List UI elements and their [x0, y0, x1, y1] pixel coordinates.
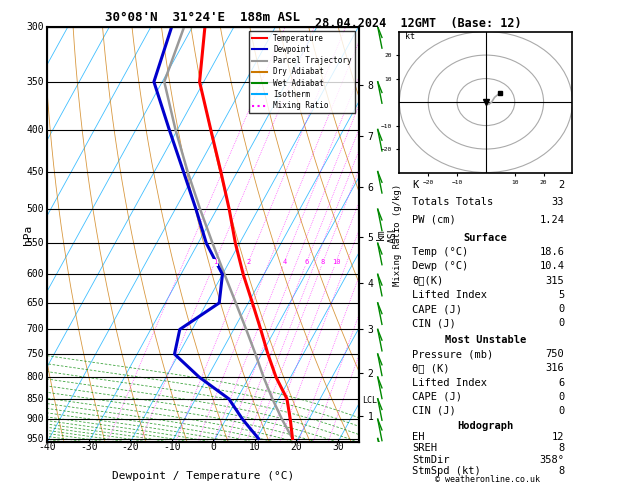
- Text: 0: 0: [210, 442, 216, 452]
- Text: -20: -20: [121, 442, 139, 452]
- Text: CAPE (J): CAPE (J): [412, 304, 462, 314]
- Text: CIN (J): CIN (J): [412, 318, 456, 329]
- Text: 6: 6: [558, 378, 564, 387]
- Text: StmDir: StmDir: [412, 454, 450, 465]
- Text: 315: 315: [545, 276, 564, 286]
- Text: 950: 950: [26, 434, 44, 444]
- Text: © weatheronline.co.uk: © weatheronline.co.uk: [435, 474, 540, 484]
- Text: 300: 300: [26, 22, 44, 32]
- Legend: Temperature, Dewpoint, Parcel Trajectory, Dry Adiabat, Wet Adiabat, Isotherm, Mi: Temperature, Dewpoint, Parcel Trajectory…: [248, 31, 355, 113]
- Text: EH: EH: [412, 432, 425, 442]
- Text: Totals Totals: Totals Totals: [412, 197, 493, 207]
- Text: -40: -40: [38, 442, 56, 452]
- Text: Surface: Surface: [464, 233, 508, 243]
- Text: 500: 500: [26, 204, 44, 214]
- Text: 0: 0: [558, 392, 564, 402]
- Text: -10: -10: [163, 442, 181, 452]
- Text: 8: 8: [558, 466, 564, 476]
- Text: SREH: SREH: [412, 443, 437, 453]
- Text: 10: 10: [249, 442, 260, 452]
- Text: 2: 2: [246, 259, 250, 265]
- Text: 10: 10: [331, 259, 340, 265]
- Text: 900: 900: [26, 414, 44, 424]
- Text: 1: 1: [213, 259, 217, 265]
- Text: 316: 316: [545, 364, 564, 373]
- Text: θᴄ(K): θᴄ(K): [412, 276, 443, 286]
- Text: 10.4: 10.4: [539, 261, 564, 272]
- Text: Hodograph: Hodograph: [457, 421, 514, 431]
- Text: hPa: hPa: [23, 225, 33, 244]
- Text: K: K: [412, 180, 418, 190]
- Text: Dewpoint / Temperature (°C): Dewpoint / Temperature (°C): [112, 471, 294, 481]
- Text: 0: 0: [558, 318, 564, 329]
- Text: CAPE (J): CAPE (J): [412, 392, 462, 402]
- Title: 30°08'N  31°24'E  188m ASL: 30°08'N 31°24'E 188m ASL: [105, 11, 301, 24]
- Text: θᴄ (K): θᴄ (K): [412, 364, 450, 373]
- Text: 8: 8: [321, 259, 325, 265]
- Text: 18.6: 18.6: [539, 247, 564, 257]
- Text: 20: 20: [291, 442, 302, 452]
- Text: kt: kt: [405, 32, 415, 41]
- Text: 8: 8: [558, 443, 564, 453]
- Text: 700: 700: [26, 325, 44, 334]
- Text: Most Unstable: Most Unstable: [445, 335, 526, 345]
- Text: 600: 600: [26, 269, 44, 279]
- Text: 550: 550: [26, 238, 44, 248]
- Text: Lifted Index: Lifted Index: [412, 290, 487, 300]
- Text: 1.24: 1.24: [539, 215, 564, 225]
- Y-axis label: km
ASL: km ASL: [376, 226, 398, 243]
- Text: 750: 750: [545, 349, 564, 359]
- Text: 12: 12: [552, 432, 564, 442]
- Text: 450: 450: [26, 167, 44, 176]
- Text: LCL: LCL: [362, 397, 377, 405]
- Text: 4: 4: [282, 259, 286, 265]
- Text: CIN (J): CIN (J): [412, 406, 456, 416]
- Text: PW (cm): PW (cm): [412, 215, 456, 225]
- Text: 400: 400: [26, 124, 44, 135]
- Text: StmSpd (kt): StmSpd (kt): [412, 466, 481, 476]
- Text: 800: 800: [26, 372, 44, 382]
- Text: Lifted Index: Lifted Index: [412, 378, 487, 387]
- Text: 0: 0: [558, 304, 564, 314]
- Text: 650: 650: [26, 298, 44, 308]
- Text: -30: -30: [80, 442, 97, 452]
- Text: 850: 850: [26, 394, 44, 404]
- Text: 750: 750: [26, 349, 44, 359]
- Text: 2: 2: [558, 180, 564, 190]
- Text: 6: 6: [304, 259, 309, 265]
- Text: 358°: 358°: [539, 454, 564, 465]
- Text: Pressure (mb): Pressure (mb): [412, 349, 493, 359]
- Text: Temp (°C): Temp (°C): [412, 247, 469, 257]
- Text: 33: 33: [552, 197, 564, 207]
- Text: 30: 30: [332, 442, 343, 452]
- Text: 5: 5: [558, 290, 564, 300]
- Text: 28.04.2024  12GMT  (Base: 12): 28.04.2024 12GMT (Base: 12): [315, 17, 521, 30]
- Text: Dewp (°C): Dewp (°C): [412, 261, 469, 272]
- Text: 350: 350: [26, 77, 44, 87]
- Text: Mixing Ratio (g/kg): Mixing Ratio (g/kg): [393, 183, 402, 286]
- Text: 0: 0: [558, 406, 564, 416]
